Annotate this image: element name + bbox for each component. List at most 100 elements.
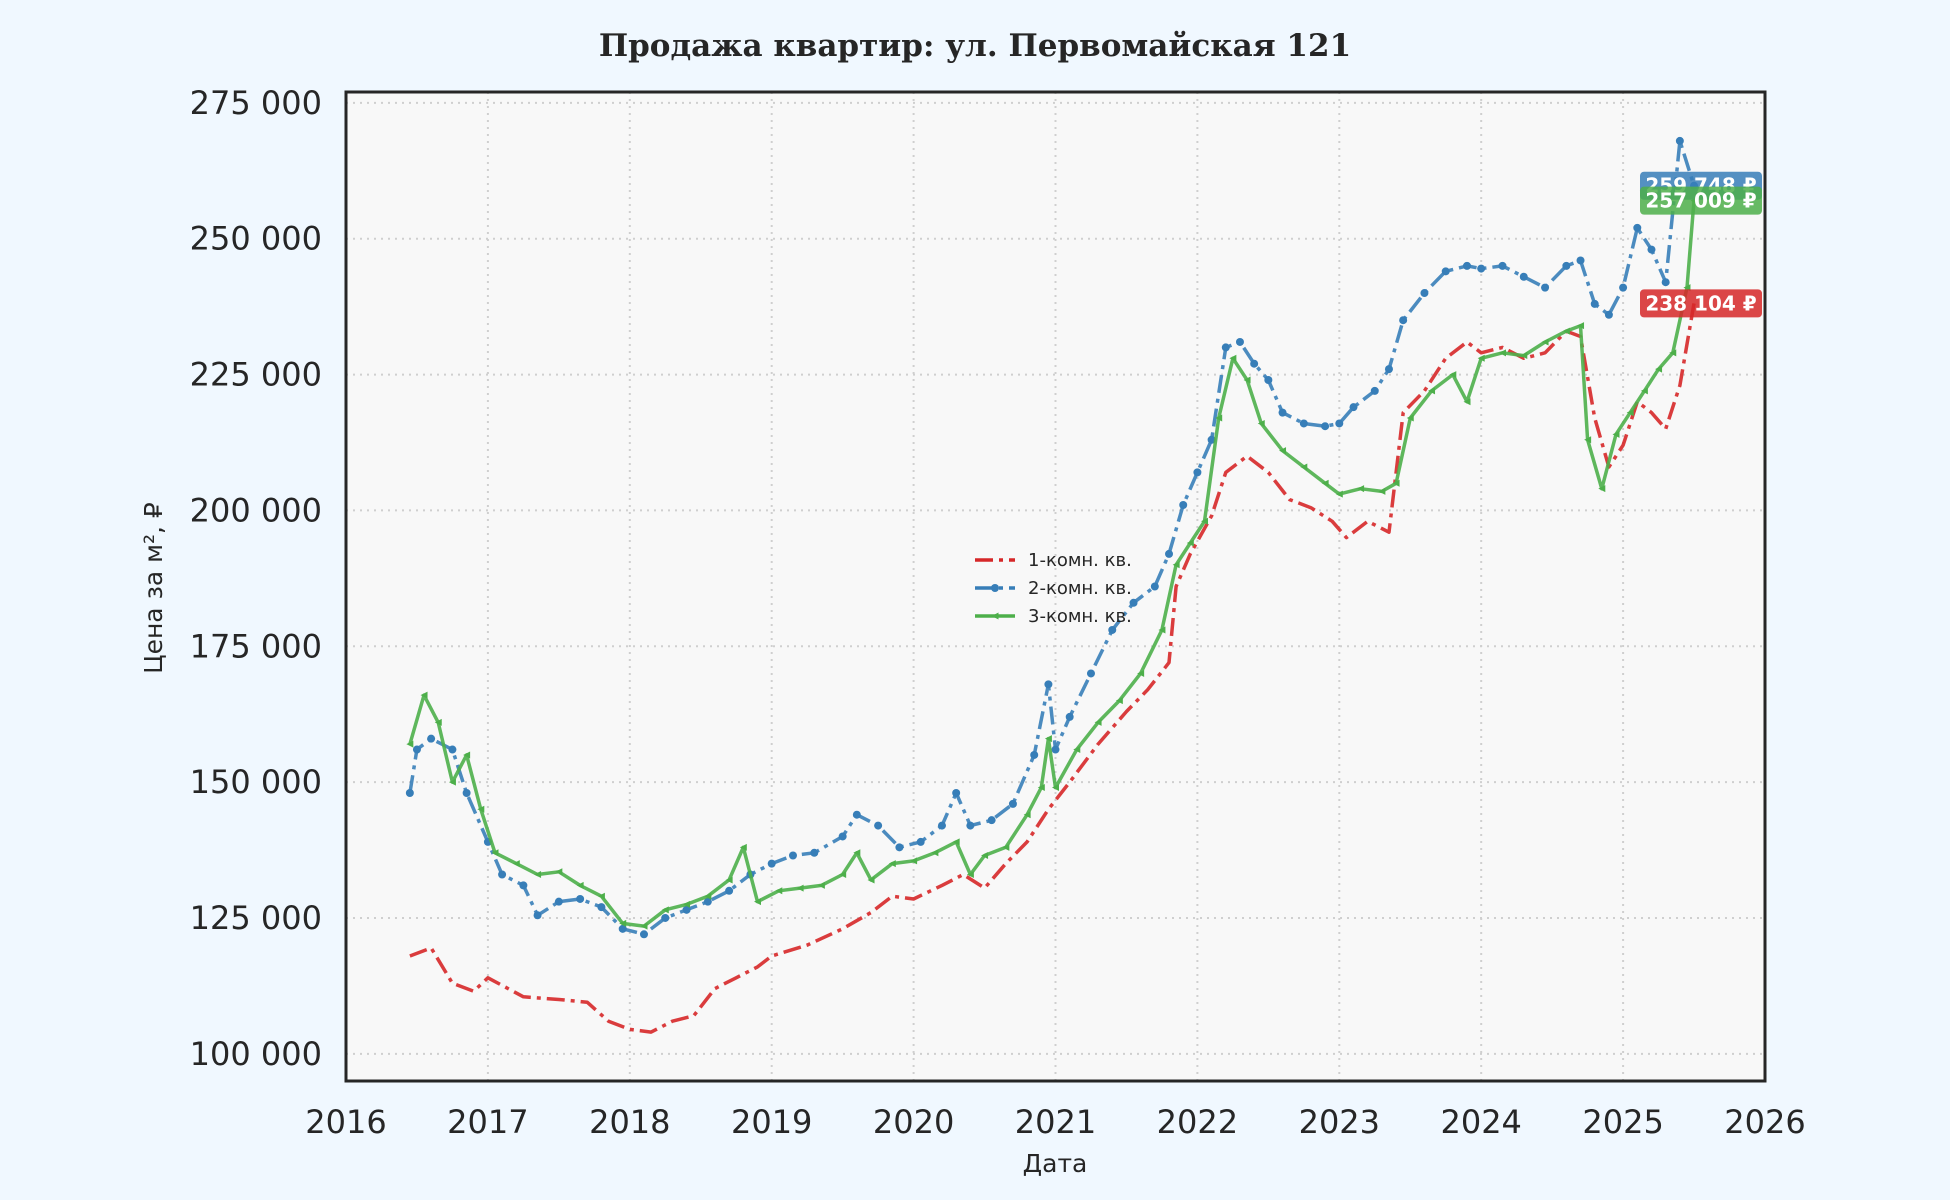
series-point: [1519, 272, 1528, 281]
x-tick-label: 2021: [1015, 1103, 1096, 1141]
series-point: [1640, 387, 1648, 395]
series-point: [1498, 261, 1507, 270]
series-point: [1215, 414, 1223, 422]
series-point: [1428, 387, 1436, 395]
series-point: [1299, 419, 1308, 428]
series-point: [477, 805, 485, 813]
chart-title: Продажа квартир: ул. Первомайская 121: [599, 28, 1351, 64]
series-point: [412, 745, 421, 754]
series-point: [1321, 422, 1330, 431]
x-tick-label: 2018: [589, 1103, 670, 1141]
y-tick-label: 150 000: [190, 763, 322, 801]
x-tick-label: 2022: [1157, 1103, 1238, 1141]
series-point: [427, 734, 436, 743]
series-point: [931, 849, 939, 857]
series-point: [788, 851, 797, 860]
series-point: [1129, 598, 1138, 607]
series-point: [1463, 398, 1471, 406]
series-point: [888, 860, 896, 868]
series-point: [597, 892, 605, 900]
series-point: [1612, 430, 1620, 438]
series-point: [1335, 490, 1343, 498]
x-tick-label: 2023: [1299, 1103, 1380, 1141]
y-tick-label: 175 000: [190, 627, 322, 665]
series-point: [1477, 354, 1485, 362]
series-point: [1243, 376, 1251, 384]
series-point: [498, 870, 507, 879]
series-point: [640, 922, 648, 930]
series-point: [1406, 414, 1414, 422]
series-point: [576, 881, 584, 889]
series-point: [420, 691, 428, 699]
series-point: [725, 876, 733, 884]
series-point: [739, 843, 747, 851]
series-point: [519, 881, 528, 890]
series-point: [817, 881, 825, 889]
series-point: [597, 903, 606, 912]
series-point: [1321, 479, 1329, 487]
y-axis-label: Цена за м², ₽: [139, 502, 168, 674]
series-point: [619, 919, 627, 927]
series-point: [1541, 283, 1550, 292]
series-point: [1279, 447, 1287, 455]
series-point: [1137, 669, 1145, 677]
series-point: [1384, 365, 1393, 374]
series-point: [682, 905, 691, 914]
series-point: [1023, 811, 1031, 819]
series-point: [1647, 245, 1656, 254]
series-point: [1669, 349, 1677, 357]
series-point: [952, 788, 961, 797]
series-point: [1576, 256, 1585, 265]
series-point: [725, 886, 734, 895]
series-point: [533, 911, 542, 920]
series-point: [576, 894, 585, 903]
series-point: [534, 871, 542, 879]
series-point: [775, 887, 783, 895]
series-point: [1051, 745, 1060, 754]
series-point: [618, 924, 627, 933]
series-point: [839, 871, 847, 879]
series-point: [1378, 487, 1386, 495]
series-point: [1002, 843, 1010, 851]
series-point: [1520, 352, 1528, 360]
series-point: [491, 849, 499, 857]
series-point: [1441, 267, 1450, 276]
series-point: [1477, 264, 1486, 273]
series-point: [1598, 485, 1606, 493]
series-point: [1661, 278, 1670, 287]
x-axis-ticks: 2016 2017 2018 2019 2020 2021 2022 2023 2024 2025…: [305, 1103, 1805, 1141]
series-point: [1264, 376, 1273, 385]
end-label-box: [1640, 289, 1762, 318]
series-point: [1207, 435, 1216, 444]
series-point: [462, 788, 471, 797]
series-point: [867, 876, 875, 884]
y-tick-label: 275 000: [190, 84, 322, 122]
x-tick-label: 2017: [447, 1103, 528, 1141]
series-point: [1278, 408, 1287, 417]
x-axis-label: Дата: [1023, 1149, 1088, 1178]
series-point: [1193, 468, 1202, 477]
series-point: [555, 868, 563, 876]
series-point: [937, 821, 946, 830]
legend-marker: [991, 612, 999, 620]
series-point: [1626, 409, 1634, 417]
series-point: [1235, 337, 1244, 346]
series-point: [1179, 500, 1188, 509]
series-point: [1037, 784, 1045, 792]
y-axis-ticks: 100 000 125 000 150 000 175 000 200 000 225 0…: [190, 84, 322, 1073]
series-1: [409, 303, 1696, 1034]
series-point: [981, 851, 989, 859]
legend-marker: [991, 584, 999, 592]
y-tick-label: 200 000: [190, 491, 322, 529]
x-tick-label: 2026: [1724, 1103, 1805, 1141]
series-point: [852, 810, 861, 819]
x-tick-label: 2024: [1440, 1103, 1521, 1141]
series-point: [767, 859, 776, 868]
series-point: [1044, 680, 1053, 689]
y-tick-label: 250 000: [190, 220, 322, 258]
series-point: [639, 930, 648, 939]
series-point: [1094, 718, 1102, 726]
series-point: [1590, 299, 1599, 308]
series-point: [895, 843, 904, 852]
